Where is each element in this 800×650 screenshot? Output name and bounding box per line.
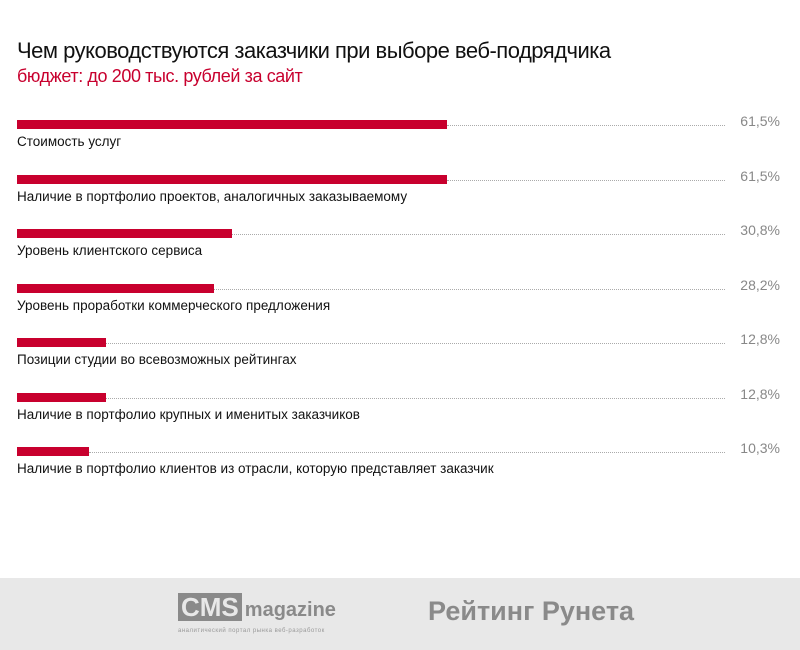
chart-title: Чем руководствуются заказчики при выборе… xyxy=(17,38,611,63)
bar-row: 61,5% Наличие в портфолио проектов, анало… xyxy=(17,168,787,225)
value-label: 10,3% xyxy=(740,440,780,456)
chart-subtitle: бюджет: до 200 тыс. рублей за сайт xyxy=(17,66,303,86)
bar xyxy=(17,120,447,129)
bar xyxy=(17,283,215,293)
bar xyxy=(17,392,107,402)
bar xyxy=(17,229,233,238)
cms-magazine-logo[interactable]: CMS magazine xyxy=(178,593,336,621)
bar-row: 30,8% Уровень клиентского сервиса xyxy=(17,222,787,279)
value-label: 61,5% xyxy=(740,113,780,129)
value-label: 28,2% xyxy=(740,276,780,293)
category-label: Уровень проработки коммерческого предлож… xyxy=(17,297,331,313)
dotted-leader xyxy=(214,288,725,290)
category-label: Наличие в портфолио клиентов из отрасли,… xyxy=(17,461,494,476)
rating-runeta-logo[interactable]: Рейтинг Рунета xyxy=(428,596,635,626)
dotted-leader xyxy=(447,125,725,126)
value-label: 12,8% xyxy=(740,331,780,347)
value-label: 12,8% xyxy=(740,385,780,402)
cms-logo-word: magazine xyxy=(244,599,336,621)
dotted-leader xyxy=(106,343,725,344)
value-label: 61,5% xyxy=(740,167,780,184)
bar xyxy=(17,174,447,184)
category-label: Уровень клиентского сервиса xyxy=(17,243,203,258)
bar-row: 10,3% Наличие в портфолио клиентов из отр… xyxy=(17,440,787,497)
bar-row: 28,2% Уровень проработки коммерческого пр… xyxy=(17,277,787,334)
bar xyxy=(17,338,107,347)
category-label: Наличие в портфолио крупных и именитых з… xyxy=(17,406,360,422)
value-label: 30,8% xyxy=(740,222,780,238)
category-label: Позиции студии во всевозможных рейтингах xyxy=(17,352,297,367)
cms-logo-box: CMS xyxy=(178,593,242,621)
dotted-leader xyxy=(232,234,725,235)
bar xyxy=(17,447,90,456)
footer: CMS magazine аналитический портал рынка … xyxy=(0,578,800,650)
dotted-leader xyxy=(89,452,725,453)
bar-row: 61,5% Стоимость услуг xyxy=(17,113,787,170)
dotted-leader xyxy=(447,179,725,181)
category-label: Наличие в портфолио проектов, аналогичны… xyxy=(17,188,408,204)
bar-row: 12,8% Наличие в портфолио крупных и имени… xyxy=(17,386,787,443)
bar-row: 12,8% Позиции студии во всевозможных рейт… xyxy=(17,331,787,388)
cms-tagline: аналитический портал рынка веб-разработо… xyxy=(178,628,325,634)
dotted-leader xyxy=(106,397,725,399)
category-label: Стоимость услуг xyxy=(17,134,122,149)
